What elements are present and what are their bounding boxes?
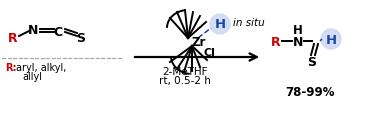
Circle shape xyxy=(210,15,230,35)
Text: 78-99%: 78-99% xyxy=(286,86,335,99)
Text: H: H xyxy=(325,33,336,46)
Text: Zr: Zr xyxy=(192,36,206,49)
Text: N: N xyxy=(28,23,38,36)
Text: 2-MeTHF: 2-MeTHF xyxy=(162,66,208,76)
Text: H: H xyxy=(214,18,226,31)
Text: S: S xyxy=(307,56,316,69)
Text: allyl: allyl xyxy=(22,71,42,81)
Text: Cl: Cl xyxy=(204,48,216,57)
Text: S: S xyxy=(76,32,85,45)
Text: in situ: in situ xyxy=(233,18,265,28)
Text: aryl, alkyl,: aryl, alkyl, xyxy=(16,62,67,72)
Text: R: R xyxy=(8,32,18,45)
Text: R:: R: xyxy=(5,62,17,72)
FancyArrowPatch shape xyxy=(135,54,257,61)
Text: H: H xyxy=(293,24,303,37)
Text: R: R xyxy=(271,35,281,48)
Text: N: N xyxy=(293,35,303,48)
Circle shape xyxy=(321,30,341,50)
Text: C: C xyxy=(53,25,63,38)
Text: rt, 0.5-2 h: rt, 0.5-2 h xyxy=(159,75,211,85)
